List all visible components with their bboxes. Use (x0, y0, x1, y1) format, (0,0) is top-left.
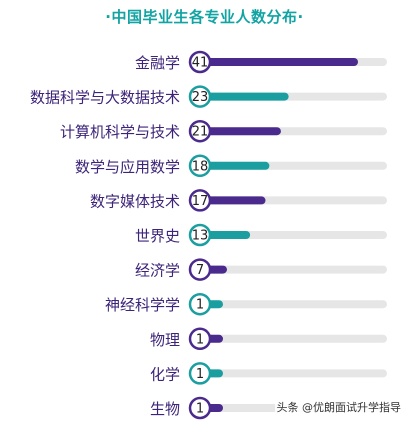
data-label: 21 (192, 125, 209, 140)
category-label: 生物 (150, 400, 180, 418)
bar (200, 92, 289, 101)
data-label: 1 (196, 332, 204, 347)
bar-row: 7 经济学 (135, 258, 387, 281)
bar-row: 41 金融学 (135, 50, 387, 74)
data-label: 13 (192, 229, 209, 244)
bar-row: 23 数据科学与大数据技术 (30, 85, 387, 108)
value-badge (188, 85, 212, 108)
bar-row: 18 数学与应用数学 (75, 154, 387, 178)
bar-row: 1 物理 (150, 327, 387, 351)
watermark: 头条 @优朗面试升学指导 (274, 399, 403, 415)
data-label: 7 (196, 263, 204, 278)
value-badge (188, 327, 212, 351)
bar-row: 13 世界史 (135, 223, 387, 247)
category-label: 神经科学学 (105, 296, 180, 314)
category-label: 数字媒体技术 (90, 192, 180, 210)
bar (200, 196, 266, 205)
data-label: 41 (192, 56, 209, 71)
category-label: 数学与应用数学 (75, 158, 180, 176)
bar (200, 161, 270, 170)
value-badge (188, 154, 212, 178)
value-badge (188, 362, 212, 385)
chart-title: ·中国毕业生各专业人数分布· (105, 8, 304, 26)
value-badge (188, 258, 212, 281)
bar-track (200, 265, 387, 274)
category-label: 金融学 (135, 54, 180, 72)
data-label: 1 (196, 298, 204, 313)
data-label: 1 (196, 367, 204, 382)
value-badge (188, 292, 212, 316)
data-label: 18 (192, 159, 209, 174)
category-label: 世界史 (135, 227, 180, 245)
bar (200, 127, 281, 136)
category-label: 物理 (150, 331, 180, 349)
bar-row: 1 神经科学学 (105, 292, 387, 316)
bar-track (200, 369, 387, 378)
value-badge (188, 189, 212, 212)
bar-row: 17 数字媒体技术 (90, 189, 387, 212)
category-label: 计算机科学与技术 (60, 123, 180, 141)
data-label: 1 (196, 402, 204, 417)
bar-row: 21 计算机科学与技术 (60, 119, 387, 143)
value-badge (188, 223, 212, 247)
category-label: 经济学 (135, 262, 180, 280)
bar-track (200, 300, 387, 309)
category-label: 化学 (150, 365, 180, 383)
bar-track (200, 334, 387, 343)
value-badge (188, 119, 212, 143)
category-label: 数据科学与大数据技术 (30, 89, 180, 107)
value-badge (188, 396, 212, 420)
bar (200, 231, 251, 239)
bar-row: 1 化学 (150, 362, 387, 385)
value-badge (188, 50, 212, 74)
bar (200, 58, 358, 66)
data-label: 23 (192, 90, 209, 105)
data-label: 17 (192, 194, 209, 209)
